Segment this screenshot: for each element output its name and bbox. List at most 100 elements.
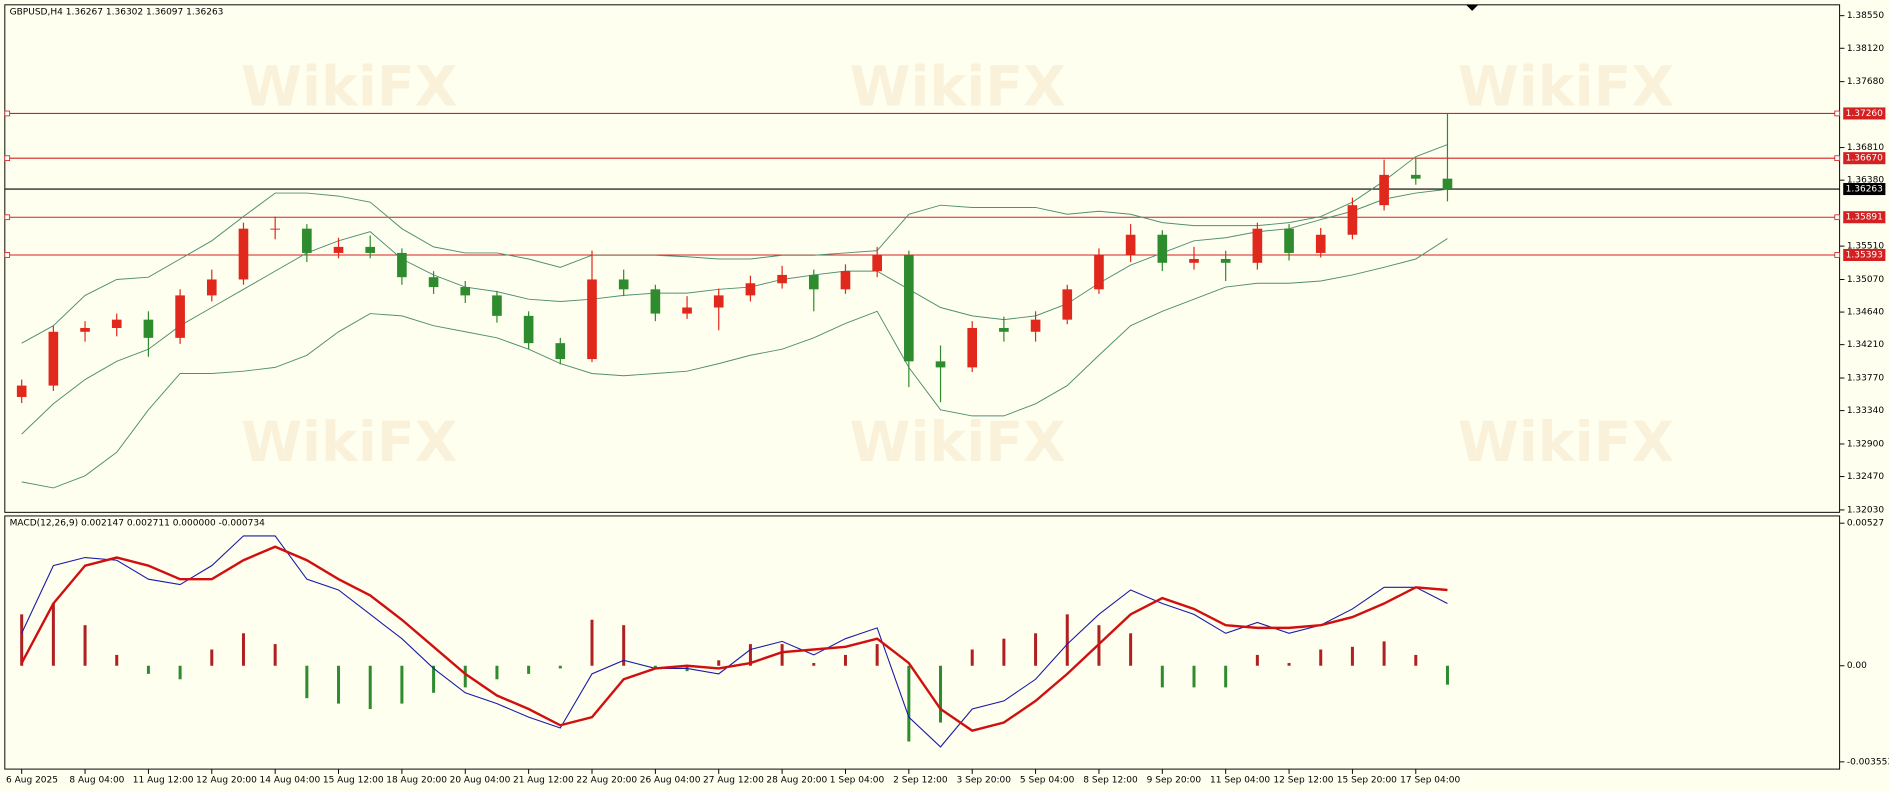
level-handle (1834, 214, 1841, 221)
y-tick-label: 1.36810 (1847, 143, 1885, 153)
watermark: WikiFX (1458, 411, 1675, 475)
x-tick-label: 27 Aug 12:00 (703, 775, 764, 785)
candle-body (111, 319, 122, 328)
macd-line (21, 535, 1448, 748)
y-tick-label: 1.38120 (1847, 44, 1885, 54)
y-tick-label: 1.33770 (1847, 374, 1885, 384)
watermark: WikiFX (1458, 56, 1675, 120)
candle-body (650, 289, 661, 314)
candle-body (872, 255, 882, 272)
candle-body (1284, 228, 1294, 253)
x-tick-label: 3 Sep 20:00 (957, 775, 1012, 785)
x-tick-label: 18 Aug 20:00 (386, 775, 447, 785)
main-pane (4, 4, 1841, 513)
y-tick-label: 1.38550 (1847, 11, 1885, 21)
level-label-box (1843, 248, 1886, 262)
y-tick-label: 1.32470 (1847, 472, 1885, 482)
level-handle (4, 214, 11, 221)
x-tick-label: 5 Sep 04:00 (1020, 775, 1075, 785)
y-tick-label: 1.32030 (1847, 505, 1885, 515)
candle-body (1094, 255, 1104, 290)
candle-body (840, 271, 851, 290)
y-tick-label: 0.00 (1847, 661, 1867, 671)
watermark: WikiFX (849, 411, 1066, 475)
x-tick-label: 1 Sep 04:00 (830, 775, 885, 785)
candle-body (713, 295, 724, 308)
candle-body (587, 279, 597, 360)
x-tick-label: 12 Aug 20:00 (196, 775, 257, 785)
x-tick-label: 2 Sep 12:00 (893, 775, 948, 785)
candle-body (1125, 234, 1136, 256)
level-handle (4, 252, 11, 258)
candle-body (302, 228, 312, 253)
signal-line (20, 545, 1448, 732)
candle-body (555, 343, 566, 360)
x-tick-label: 22 Aug 20:00 (576, 775, 637, 785)
candle-body (333, 246, 344, 253)
candle-body (365, 246, 376, 253)
candle-body (460, 287, 471, 296)
level-label: 1.35891 (1846, 213, 1883, 223)
candle-body (175, 295, 185, 338)
candle-body (904, 255, 914, 362)
y-tick-label: 0.00527 (1847, 519, 1884, 529)
watermarks: WikiFX WikiFX WikiFX WikiFX WikiFX WikiFX (241, 56, 1674, 476)
candle-body (682, 307, 692, 314)
shift-marker (1466, 4, 1479, 11)
candle-body (428, 277, 439, 288)
x-tick-label: 17 Sep 04:00 (1400, 775, 1460, 785)
candle-body (48, 331, 59, 386)
x-tick-label: 8 Sep 12:00 (1083, 775, 1138, 785)
current-price-box (1843, 183, 1886, 196)
y-tick-label: 1.34640 (1847, 308, 1885, 318)
x-tick-label: 12 Sep 12:00 (1273, 775, 1333, 785)
candle-body (1157, 234, 1168, 263)
x-tick-label: 15 Aug 12:00 (323, 775, 384, 785)
candle-body (492, 295, 502, 316)
level-handle (1834, 110, 1841, 117)
candle-body (999, 327, 1009, 332)
macd-pane (4, 515, 1841, 770)
candle-body (808, 274, 819, 290)
y-tick-label: 1.36380 (1847, 176, 1885, 186)
level-label-box (1843, 152, 1886, 165)
x-tick-label: 8 Aug 04:00 (69, 775, 124, 785)
level-handle (4, 155, 11, 162)
y-tick-label: 1.34210 (1847, 340, 1885, 350)
watermark: WikiFX (849, 56, 1066, 120)
x-tick-label: 28 Aug 20:00 (766, 775, 827, 785)
candle-body (206, 279, 217, 296)
bollinger-upper (21, 144, 1448, 344)
candle-body (1030, 319, 1041, 332)
level-label-box (1843, 211, 1886, 224)
candle-body (745, 283, 756, 296)
x-tick-label: 9 Sep 20:00 (1147, 775, 1202, 785)
level-handle (1834, 155, 1841, 162)
macd-title: MACD(12,26,9) 0.002147 0.002711 0.000000… (10, 519, 265, 529)
candle-body (270, 228, 280, 230)
y-tick-label: 1.35510 (1847, 242, 1885, 252)
bollinger-middle (21, 188, 1448, 435)
x-tick-label: 11 Sep 04:00 (1210, 775, 1270, 785)
watermark: WikiFX (241, 411, 458, 475)
y-tick-label: -0.003553 (1847, 757, 1889, 767)
candle-body (1062, 289, 1073, 320)
candle-body (935, 361, 946, 368)
candle-body (143, 319, 154, 338)
level-label: 1.36670 (1846, 154, 1884, 164)
candle-body (618, 279, 629, 290)
level-label-box (1843, 107, 1886, 120)
candle-body (397, 252, 407, 278)
candle-body (1189, 259, 1199, 263)
candle-body (1379, 174, 1389, 206)
level-label: 1.35393 (1846, 250, 1884, 260)
bollinger-lower (21, 238, 1448, 489)
x-tick-label: 26 Aug 04:00 (640, 775, 701, 785)
x-tick-label: 21 Aug 12:00 (513, 775, 574, 785)
candle-body (523, 315, 534, 344)
candle-body (1347, 205, 1358, 235)
candle-body (1410, 174, 1421, 179)
